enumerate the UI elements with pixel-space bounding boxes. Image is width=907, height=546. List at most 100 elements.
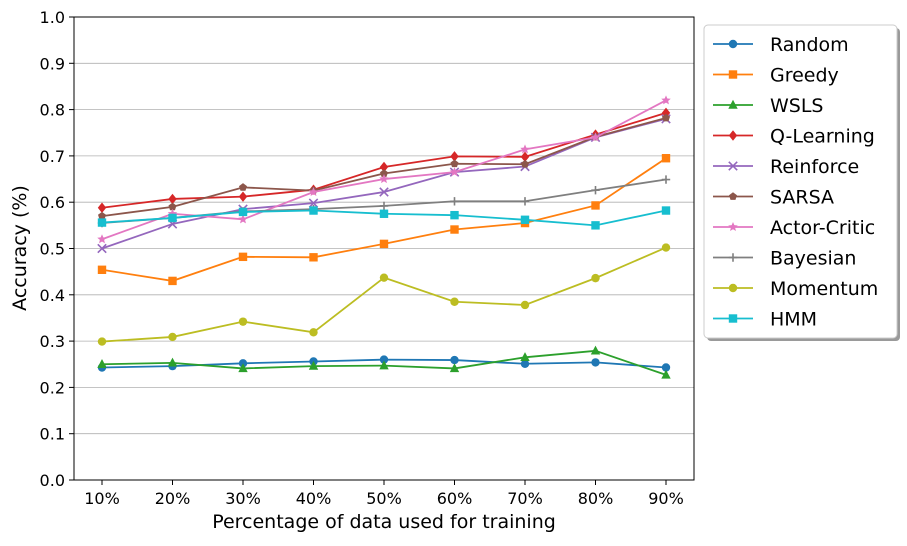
data-point <box>661 175 671 184</box>
legend-label: HMM <box>770 309 817 331</box>
data-point <box>238 214 248 224</box>
data-point <box>238 252 248 262</box>
data-point <box>97 359 107 368</box>
data-point <box>239 183 247 191</box>
data-point <box>661 243 671 252</box>
data-point <box>590 345 601 355</box>
data-point <box>98 211 106 220</box>
data-point <box>520 359 530 368</box>
legend-label: SARSA <box>770 187 834 209</box>
data-point <box>591 273 600 283</box>
series-q-learning <box>97 107 671 213</box>
legend: Random Greedy WSLS Q-Learning Reinforce SARSA… <box>703 24 900 341</box>
x-tick-label: 80% <box>578 489 614 508</box>
y-tick-label: 0.8 <box>40 101 65 120</box>
data-point <box>591 185 600 195</box>
data-point <box>379 161 389 173</box>
data-point <box>379 187 389 197</box>
data-point <box>97 337 107 346</box>
data-point <box>168 332 177 342</box>
legend-item: Greedy <box>713 65 839 87</box>
data-point <box>450 197 459 206</box>
data-point <box>97 265 107 274</box>
data-point <box>379 273 389 282</box>
data-point <box>728 253 738 262</box>
data-point <box>97 202 107 213</box>
x-tick-label: 90% <box>648 489 684 508</box>
data-point <box>728 161 738 171</box>
legend-item: Q-Learning <box>713 126 875 148</box>
data-point <box>520 144 530 154</box>
data-point <box>238 191 248 202</box>
legend-item: SARSA <box>713 187 834 209</box>
data-point <box>97 218 107 227</box>
data-point <box>238 207 248 217</box>
data-point <box>591 358 600 367</box>
data-point <box>308 360 319 370</box>
legend-label: Actor-Critic <box>770 217 875 239</box>
data-point <box>728 283 738 293</box>
series-momentum <box>97 243 671 346</box>
data-point <box>661 206 671 215</box>
x-axis-label: Percentage of data used for training <box>212 511 556 533</box>
data-point <box>449 363 460 373</box>
data-point <box>520 151 530 163</box>
data-point <box>379 360 389 370</box>
x-tick-label: 70% <box>507 489 543 508</box>
data-point <box>238 317 248 326</box>
data-point <box>309 206 318 215</box>
legend-label: Q-Learning <box>770 126 875 148</box>
data-point <box>168 193 177 205</box>
data-point <box>449 167 460 177</box>
series-greedy <box>97 154 671 286</box>
y-tick-label: 0.5 <box>40 240 65 259</box>
legend-item: WSLS <box>713 95 824 117</box>
legend-item: Actor-Critic <box>713 217 875 239</box>
y-tick-label: 0.7 <box>40 147 65 166</box>
data-point <box>450 297 459 306</box>
data-point <box>662 113 670 122</box>
data-point <box>661 363 671 372</box>
data-point <box>450 225 459 234</box>
legend-label: Reinforce <box>770 156 859 178</box>
x-tick-label: 50% <box>366 489 402 508</box>
legend-box <box>703 24 898 339</box>
y-tick-label: 0.4 <box>40 286 65 305</box>
data-point <box>379 201 389 211</box>
data-point <box>97 234 107 244</box>
axes: 0.0 0.1 0.2 0.3 0.4 0.5 0.6 0.7 0.8 0.9 1.0 10% 20% 3… <box>40 8 684 508</box>
data-point <box>168 202 177 211</box>
data-point <box>520 300 530 310</box>
x-tick-label: 10% <box>84 489 120 508</box>
y-tick-label: 0.0 <box>40 471 65 490</box>
series-wsls <box>97 345 671 379</box>
y-tick-label: 0.2 <box>40 378 65 397</box>
data-point <box>521 160 529 168</box>
data-point <box>728 314 738 323</box>
data-point <box>728 99 738 109</box>
data-point <box>450 151 459 162</box>
data-point <box>379 239 389 249</box>
data-point <box>168 213 177 223</box>
legend-item: Reinforce <box>713 156 859 178</box>
data-point <box>167 357 178 367</box>
data-point <box>379 355 389 364</box>
y-tick-label: 0.6 <box>40 193 65 212</box>
data-point <box>520 215 530 224</box>
series-bayesian <box>97 175 671 228</box>
x-tick-label: 60% <box>437 489 473 508</box>
series-reinforce <box>97 114 671 254</box>
legend-label: Momentum <box>770 278 878 300</box>
x-tick-label: 30% <box>225 489 261 508</box>
legend-label: WSLS <box>770 95 824 117</box>
data-point <box>729 192 737 200</box>
data-point <box>450 355 459 365</box>
data-point <box>661 154 671 163</box>
data-point <box>450 210 459 220</box>
gridlines <box>74 62 694 435</box>
data-point <box>591 201 600 210</box>
data-point <box>309 328 318 337</box>
legend-label: Random <box>770 34 849 56</box>
